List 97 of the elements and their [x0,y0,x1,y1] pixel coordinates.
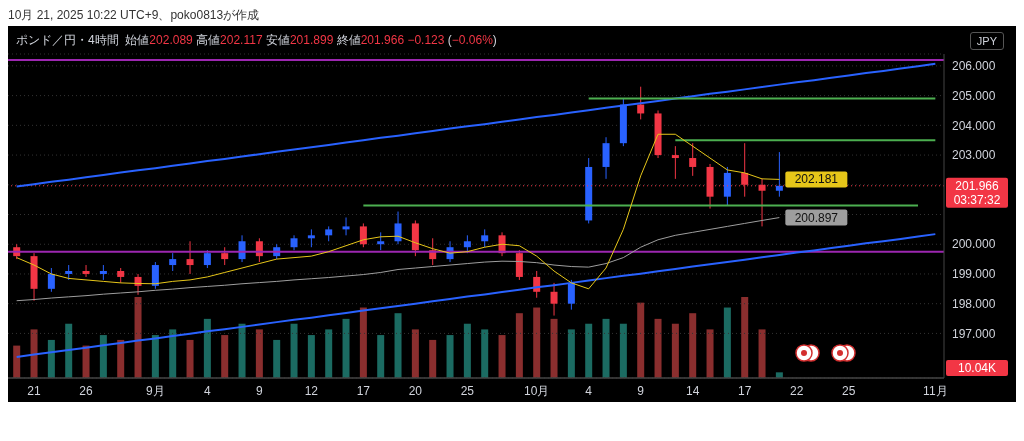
bar [65,323,73,378]
candlestick [602,136,610,180]
candlestick [82,264,90,278]
y-tick-label: 199.000 [952,267,996,282]
bar [134,297,142,378]
candlestick [723,166,731,207]
bar [429,339,437,378]
candlestick [186,240,194,275]
x-tick-label: 22 [789,383,804,398]
candlestick [775,151,783,198]
y-tick-label: 205.000 [952,88,996,103]
bar [30,329,38,378]
x-tick-label: 9月 [145,383,165,398]
x-tick-label: 4 [203,383,211,398]
bar [273,339,281,378]
bar [290,323,298,378]
bar [411,329,419,378]
x-tick-label: 10月 [523,383,550,398]
candlestick [550,282,558,317]
candlestick [151,261,159,290]
chart-title: ポンド／円・4時間 [16,33,119,47]
bar [186,339,194,378]
bar [637,302,645,378]
x-tick-label: 17 [737,383,752,398]
bar [741,297,749,378]
bar [533,307,541,378]
bar [481,329,489,378]
data-label: 202.181 [794,172,839,187]
bar [515,313,523,378]
y-tick-label: 203.000 [952,148,996,163]
bar [446,335,454,378]
bar [359,307,367,378]
candlestick [134,273,142,296]
bar [394,313,402,378]
candlestick [637,86,645,120]
text: 10月 21, 2025 10:22 UTC+9、poko0813が作成 [8,8,261,24]
candlestick [567,279,575,311]
candlestick [47,267,55,293]
bar [99,335,107,378]
candlestick [359,222,367,248]
bar [117,339,125,378]
bar [47,339,55,378]
x-tick-label: 26 [79,383,93,398]
bar [602,318,610,378]
text: JPY [969,32,1004,50]
bar [325,329,333,378]
y-tick-label: 198.000 [952,296,996,311]
bar [550,318,558,378]
x-tick-label: 14 [685,383,700,398]
x-tick-label: 17 [356,383,371,398]
bar [307,335,315,378]
bar [377,335,385,378]
candlestick [342,216,350,236]
bar [169,329,177,378]
bar [255,329,263,378]
data-label: 200.897 [794,210,839,225]
x-tick-label: 20 [408,383,423,398]
bar [619,323,627,378]
y-tick-label: 197.000 [952,326,996,341]
x-tick-label: 11月 [923,383,948,398]
ref-line-label: 201.966 [955,178,1000,193]
bar [758,329,766,378]
bar [203,318,211,378]
bar [342,318,350,378]
x-tick-label: 9 [637,383,645,398]
text: 始値202.089 高値202.117 安値201.899 終値201.966 −0.123 (−0.06%) [125,33,497,47]
candlestick [671,145,679,180]
bar [221,335,229,378]
text: 03:37:32 [953,192,1001,207]
candlestick [515,249,523,281]
x-tick-label: 21 [27,383,41,398]
bar [689,313,697,378]
bar [671,323,679,378]
x-tick-label: 25 [841,383,856,398]
x-tick-label: 4 [585,383,593,398]
x-tick-label: 12 [304,383,319,398]
x-tick-label: 25 [460,383,475,398]
bar [706,329,714,378]
bar [654,318,662,378]
text: 10.04K [946,360,1008,376]
line-series [15,62,937,188]
bar [567,329,575,378]
line-series [16,217,780,302]
candlestick [394,211,402,245]
bar [723,307,731,378]
y-tick-label: 206.000 [952,59,996,74]
bar [585,323,593,378]
bar [151,335,159,378]
candlestick [238,234,246,263]
y-tick-label: 200.000 [952,237,996,252]
x-tick-label: 9 [255,383,263,398]
bar [238,323,246,378]
bar [463,323,471,378]
bar [13,345,21,378]
y-tick-label: 204.000 [952,118,996,133]
bar [498,335,506,378]
candlestick [689,142,697,177]
